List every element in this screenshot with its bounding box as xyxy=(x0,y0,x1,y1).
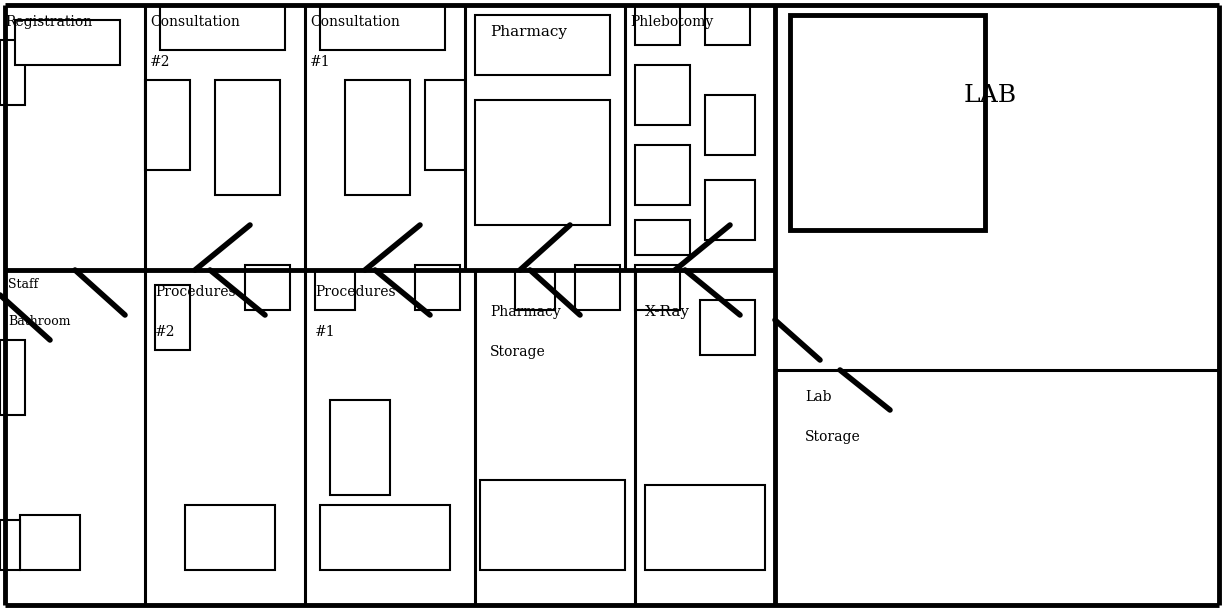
Text: Registration: Registration xyxy=(5,15,92,29)
Text: Consultation: Consultation xyxy=(310,15,400,29)
Bar xyxy=(15,20,120,65)
Bar xyxy=(705,5,750,45)
Text: Consultation: Consultation xyxy=(151,15,240,29)
Bar xyxy=(20,515,80,570)
Bar xyxy=(635,145,690,205)
Bar xyxy=(345,80,410,195)
Bar xyxy=(480,480,625,570)
Text: X-Ray: X-Ray xyxy=(645,305,690,319)
Bar xyxy=(185,505,275,570)
Bar xyxy=(789,15,985,230)
Bar xyxy=(215,80,280,195)
Text: Phlebotomy: Phlebotomy xyxy=(630,15,714,29)
Bar xyxy=(144,80,190,170)
Text: Pharmacy: Pharmacy xyxy=(490,305,561,319)
Bar xyxy=(0,340,24,415)
Text: Lab: Lab xyxy=(805,390,831,404)
Bar xyxy=(155,285,190,350)
Bar xyxy=(475,15,610,75)
Text: Staff: Staff xyxy=(9,278,38,291)
Bar xyxy=(330,400,390,495)
Bar xyxy=(160,5,285,50)
Bar xyxy=(319,505,450,570)
Bar xyxy=(635,220,690,255)
Bar xyxy=(415,265,460,310)
Bar xyxy=(635,5,681,45)
Text: Bathroom: Bathroom xyxy=(9,315,71,328)
Text: #2: #2 xyxy=(155,325,175,339)
Bar xyxy=(645,485,765,570)
Text: #1: #1 xyxy=(310,55,330,69)
Text: Procedures: Procedures xyxy=(155,285,236,299)
Text: Procedures: Procedures xyxy=(315,285,395,299)
Bar xyxy=(319,5,446,50)
Bar xyxy=(705,95,755,155)
Text: Pharmacy: Pharmacy xyxy=(490,25,567,39)
Bar xyxy=(515,270,554,310)
Bar xyxy=(475,100,610,225)
Bar xyxy=(0,40,24,105)
Bar xyxy=(635,265,681,310)
Text: Storage: Storage xyxy=(490,345,546,359)
Bar xyxy=(575,265,621,310)
Text: #1: #1 xyxy=(315,325,335,339)
Bar xyxy=(635,65,690,125)
Text: Storage: Storage xyxy=(805,430,860,444)
Text: #2: #2 xyxy=(151,55,170,69)
Bar xyxy=(705,180,755,240)
Bar xyxy=(425,80,465,170)
Text: LAB: LAB xyxy=(963,84,1017,107)
Bar xyxy=(0,520,20,570)
Bar xyxy=(245,265,290,310)
Bar xyxy=(700,300,755,355)
Bar xyxy=(315,270,355,310)
